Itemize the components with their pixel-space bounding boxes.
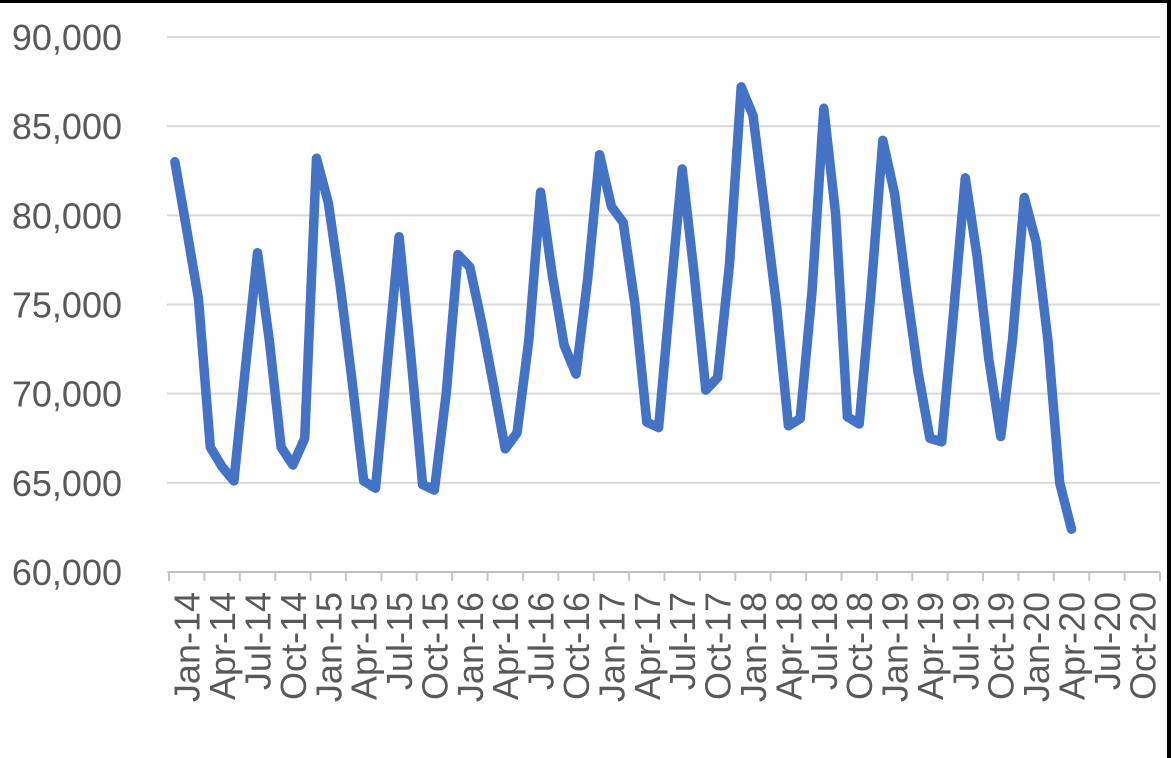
x-axis-label: Jan-14: [167, 592, 208, 702]
x-axis-label: Jan-16: [450, 592, 491, 702]
x-axis-label: Jul-16: [521, 592, 562, 690]
x-axis-label: Oct-18: [839, 592, 880, 700]
x-axis-label: Jan-17: [591, 592, 632, 702]
x-axis-label: Apr-20: [1052, 592, 1093, 700]
x-axis-label: Apr-17: [627, 592, 668, 700]
x-axis-label: Jan-15: [308, 592, 349, 702]
x-axis-label: Oct-15: [414, 592, 455, 700]
x-axis-label: Jan-20: [1016, 592, 1057, 702]
x-axis-label: Oct-16: [556, 592, 597, 700]
y-axis-label: 90,000: [12, 17, 122, 58]
top-border: [0, 0, 1171, 3]
x-axis-label: Apr-18: [768, 592, 809, 700]
x-axis-label: Jul-20: [1087, 592, 1128, 690]
y-axis-label: 70,000: [12, 374, 122, 415]
x-axis-label: Jul-14: [237, 592, 278, 690]
x-axis-label: Oct-19: [981, 592, 1022, 700]
y-axis-label: 75,000: [12, 285, 122, 326]
x-axis-label: Jul-18: [804, 592, 845, 690]
y-axis-label: 85,000: [12, 106, 122, 147]
x-axis-label: Apr-15: [344, 592, 385, 700]
x-axis-label: Jul-19: [945, 592, 986, 690]
y-axis-label: 80,000: [12, 195, 122, 236]
data-series-line: [170, 82, 1077, 534]
x-axis-label: Jul-17: [662, 592, 703, 690]
x-axis-label: Oct-17: [698, 592, 739, 700]
x-axis-label: Apr-16: [485, 592, 526, 700]
x-axis-label: Oct-20: [1122, 592, 1163, 700]
x-axis-label: Jan-19: [875, 592, 916, 702]
x-axis-label: Apr-19: [910, 592, 951, 700]
y-axis-label: 60,000: [12, 552, 122, 593]
right-border: [1167, 0, 1171, 758]
x-axis-label: Jan-18: [733, 592, 774, 702]
x-axis-label: Jul-15: [379, 592, 420, 690]
x-axis-label: Apr-14: [202, 592, 243, 700]
x-axis-label: Oct-14: [273, 592, 314, 700]
y-axis-label: 65,000: [12, 463, 122, 504]
